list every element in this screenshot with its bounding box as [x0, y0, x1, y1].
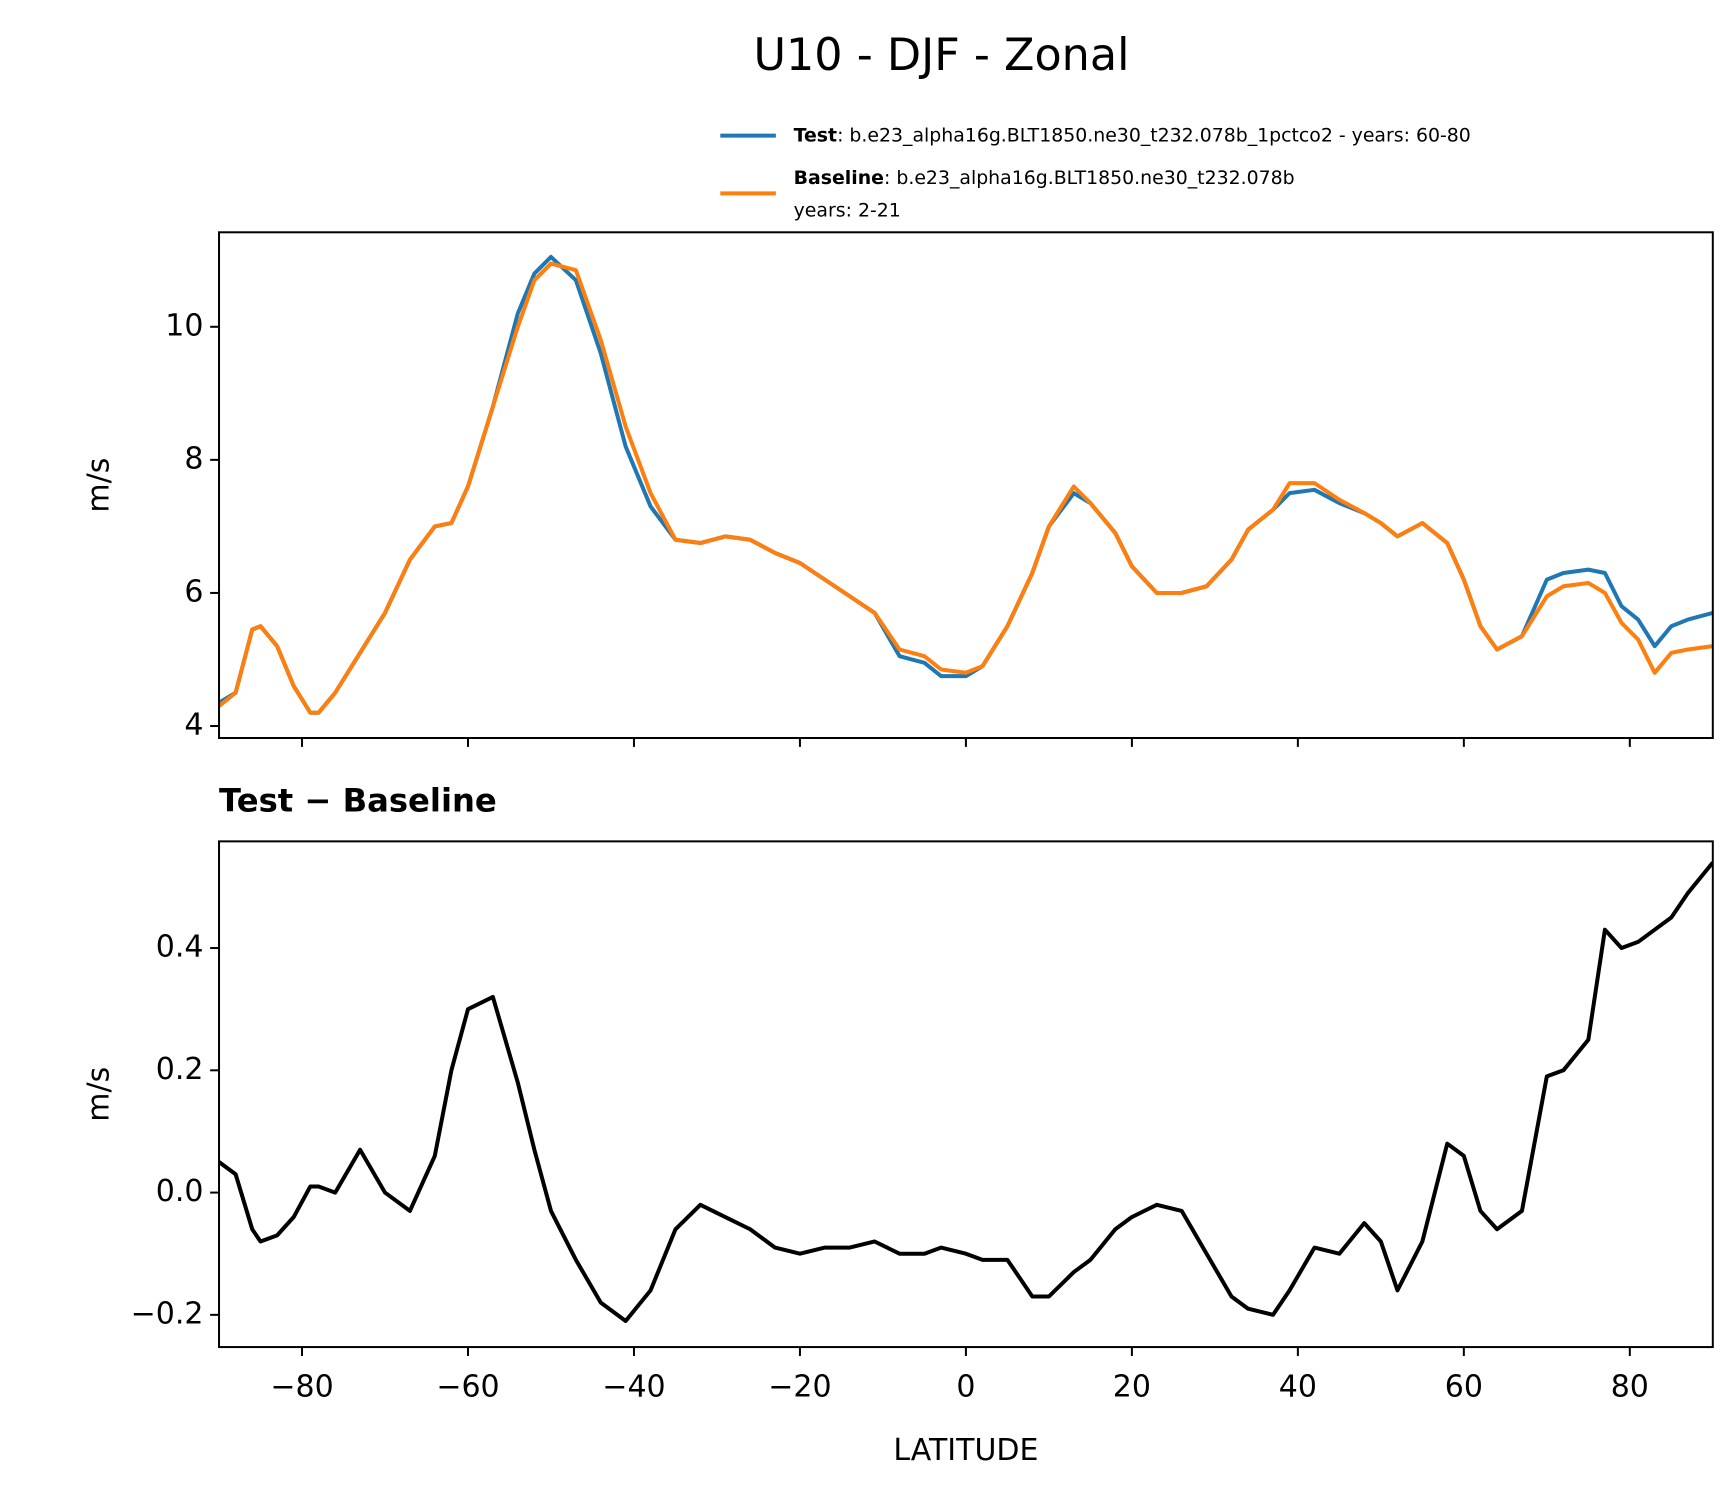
legend-label: Test: b.e23_alpha16g.BLT1850.ne30_t232.0…: [794, 124, 1471, 146]
axes-frame: [218, 231, 1714, 739]
y-tick-label: −0.2: [131, 1296, 204, 1331]
x-tick-label: 80: [1611, 1370, 1649, 1405]
y-tick-label: 10: [165, 308, 203, 343]
x-tick-label: −40: [602, 1370, 665, 1405]
y-tick-label: 4: [184, 708, 203, 743]
data-line: [219, 261, 1713, 715]
legend-description: : b.e23_alpha16g.BLT1850.ne30_t232.078b: [884, 166, 1295, 188]
y-tick-label: 6: [184, 574, 203, 609]
y-tick-label: 0.0: [156, 1174, 204, 1209]
axes-frame: [218, 840, 1714, 1349]
x-tick-label: 60: [1445, 1370, 1483, 1405]
y-axis-label: m/s: [82, 458, 117, 513]
x-tick-label: −20: [768, 1370, 831, 1405]
y-tick-label: 8: [184, 441, 203, 476]
x-tick-label: −60: [436, 1370, 499, 1405]
y-tick-label: 0.2: [156, 1052, 204, 1087]
legend-label: Baseline: b.e23_alpha16g.BLT1850.ne30_t2…: [794, 166, 1295, 188]
x-tick-label: 20: [1113, 1370, 1151, 1405]
legend-description: : b.e23_alpha16g.BLT1850.ne30_t232.078b_…: [837, 124, 1471, 146]
subplot-title: Test − Baseline: [219, 781, 497, 819]
x-tick-label: 40: [1279, 1370, 1317, 1405]
legend-name: Baseline: [794, 166, 884, 188]
x-tick-label: −80: [270, 1370, 333, 1405]
legend-description: years: 2-21: [794, 200, 901, 222]
chart-title: U10 - DJF - Zonal: [754, 30, 1130, 81]
data-line: [219, 861, 1713, 1323]
y-axis-label: m/s: [82, 1067, 117, 1122]
legend-name: Test: [794, 124, 837, 146]
y-tick-label: 0.4: [156, 930, 204, 965]
x-tick-label: 0: [956, 1370, 975, 1405]
x-axis-label: LATITUDE: [893, 1433, 1038, 1468]
